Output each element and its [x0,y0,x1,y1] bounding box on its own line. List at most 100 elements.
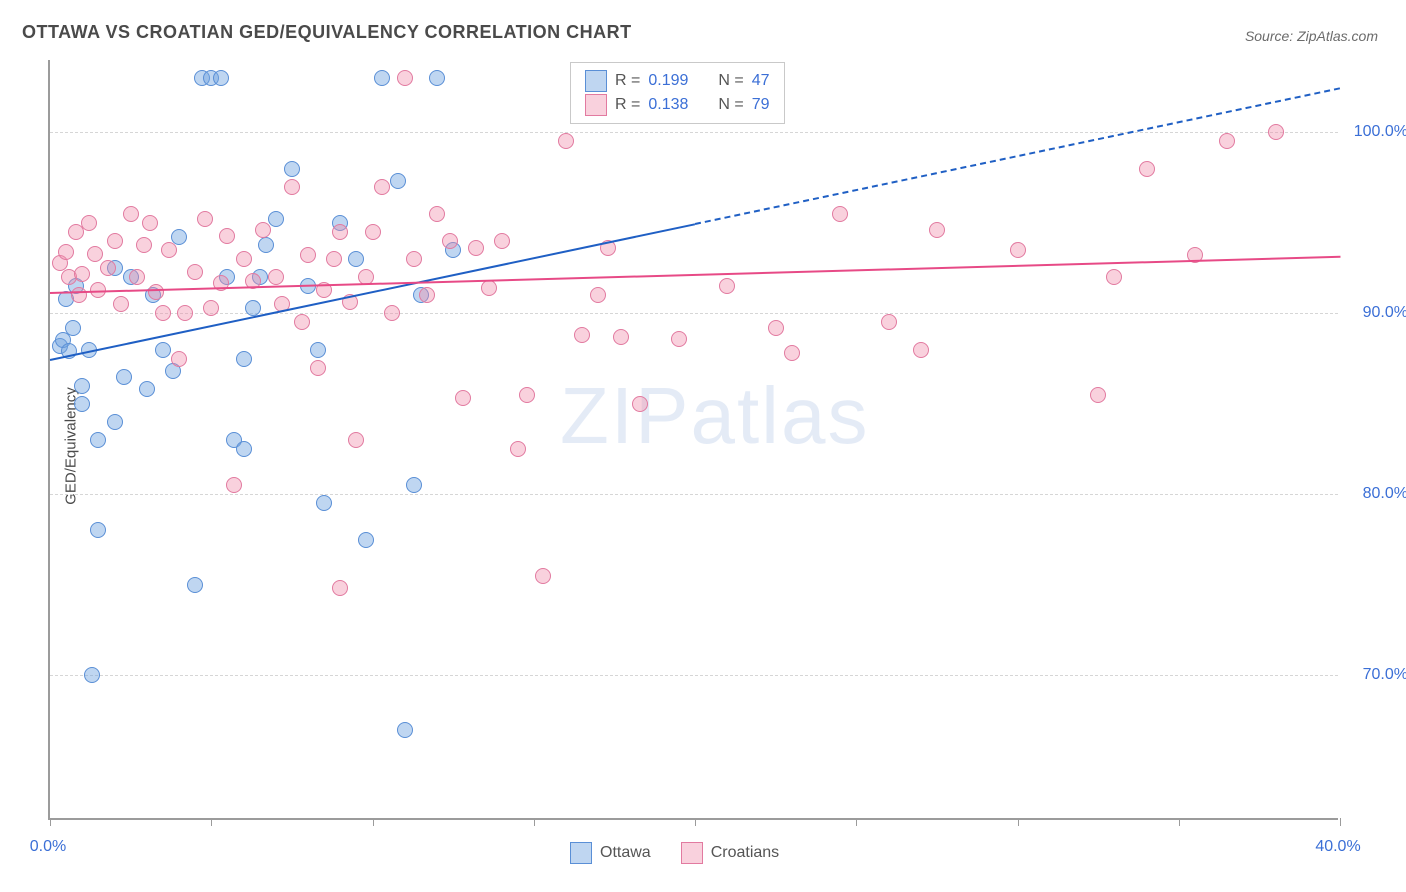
legend-row: R =0.199N =47 [585,69,770,93]
gridline [50,132,1338,133]
data-point-ottawa [258,237,274,253]
data-point-croatians [74,266,90,282]
gridline [50,313,1338,314]
data-point-ottawa [284,161,300,177]
data-point-croatians [236,251,252,267]
series-legend: Ottawa Croatians [570,842,779,864]
data-point-ottawa [107,414,123,430]
data-point-croatians [384,305,400,321]
data-point-croatians [177,305,193,321]
data-point-ottawa [155,342,171,358]
data-point-croatians [455,390,471,406]
data-point-croatians [129,269,145,285]
data-point-croatians [613,329,629,345]
data-point-ottawa [236,351,252,367]
data-point-croatians [1139,161,1155,177]
data-point-croatians [107,233,123,249]
data-point-croatians [203,300,219,316]
y-tick-label: 70.0% [1348,666,1406,684]
watermark: ZIPatlas [560,370,869,462]
data-point-croatians [913,342,929,358]
x-tick [1340,818,1341,826]
gridline [50,675,1338,676]
data-point-croatians [294,314,310,330]
data-point-croatians [310,360,326,376]
legend-item: Ottawa [570,842,651,864]
data-point-croatians [632,396,648,412]
data-point-ottawa [310,342,326,358]
x-tick [211,818,212,826]
data-point-croatians [719,278,735,294]
data-point-croatians [219,228,235,244]
data-point-ottawa [268,211,284,227]
data-point-croatians [510,441,526,457]
data-point-croatians [768,320,784,336]
gridline [50,494,1338,495]
data-point-croatians [374,179,390,195]
n-value: 79 [752,93,770,117]
x-tick [856,818,857,826]
legend-swatch [585,94,607,116]
data-point-ottawa [213,70,229,86]
data-point-ottawa [74,396,90,412]
data-point-croatians [100,260,116,276]
data-point-croatians [300,247,316,263]
data-point-croatians [1106,269,1122,285]
data-point-croatians [171,351,187,367]
data-point-ottawa [84,667,100,683]
n-value: 47 [752,69,770,93]
data-point-croatians [1010,242,1026,258]
y-tick-label: 90.0% [1348,304,1406,322]
data-point-croatians [226,477,242,493]
legend-label: Croatians [711,844,779,862]
data-point-croatians [81,215,97,231]
x-tick-label: 40.0% [1315,838,1360,856]
data-point-croatians [155,305,171,321]
data-point-croatians [148,284,164,300]
data-point-croatians [929,222,945,238]
data-point-croatians [429,206,445,222]
data-point-ottawa [90,432,106,448]
data-point-croatians [136,237,152,253]
data-point-croatians [123,206,139,222]
chart-title: OTTAWA VS CROATIAN GED/EQUIVALENCY CORRE… [22,22,632,43]
data-point-croatians [671,331,687,347]
data-point-ottawa [429,70,445,86]
x-tick [50,818,51,826]
x-tick [1018,818,1019,826]
data-point-croatians [255,222,271,238]
data-point-croatians [419,287,435,303]
r-value: 0.199 [648,69,688,93]
source-label: Source: ZipAtlas.com [1245,28,1378,44]
x-tick-label: 0.0% [30,838,66,856]
data-point-ottawa [187,577,203,593]
y-tick-label: 100.0% [1348,123,1406,141]
data-point-croatians [197,211,213,227]
data-point-ottawa [397,722,413,738]
data-point-croatians [87,246,103,262]
n-label: N = [718,93,743,117]
data-point-croatians [832,206,848,222]
watermark-bold: ZIP [560,371,690,460]
data-point-ottawa [236,441,252,457]
y-tick-label: 80.0% [1348,485,1406,503]
data-point-croatians [406,251,422,267]
x-tick [534,818,535,826]
data-point-croatians [574,327,590,343]
data-point-croatians [784,345,800,361]
data-point-ottawa [139,381,155,397]
data-point-croatians [494,233,510,249]
data-point-ottawa [374,70,390,86]
legend-swatch [681,842,703,864]
n-label: N = [718,69,743,93]
legend-label: Ottawa [600,844,651,862]
data-point-ottawa [65,320,81,336]
data-point-ottawa [90,522,106,538]
data-point-croatians [332,224,348,240]
data-point-croatians [348,432,364,448]
data-point-croatians [326,251,342,267]
data-point-croatians [187,264,203,280]
legend-row: R =0.138N =79 [585,93,770,117]
r-value: 0.138 [648,93,688,117]
plot-area: ZIPatlas R =0.199N =47R =0.138N =79 70.0… [48,60,1338,820]
